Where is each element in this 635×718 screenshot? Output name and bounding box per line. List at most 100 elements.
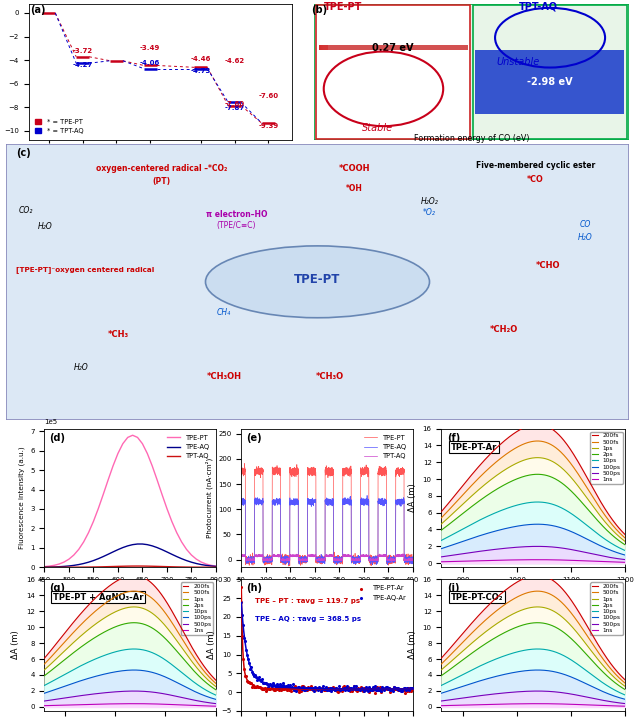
X-axis label: Wavelength (nm): Wavelength (nm) — [94, 589, 166, 597]
TPE-AQ-Ar — [396, 685, 406, 696]
Text: Unstable: Unstable — [497, 57, 540, 67]
Line: 1ps: 1ps — [441, 607, 625, 686]
TPE-PT — [75, 545, 83, 554]
TPE-PT-Ar — [366, 684, 377, 695]
Line: TPE-AQ: TPE-AQ — [217, 495, 418, 564]
TPE-PT-Ar — [257, 684, 267, 695]
TPE-AQ-Ar — [260, 677, 270, 689]
TPT-AQ — [183, 563, 190, 572]
TPE-PT-Ar — [300, 685, 310, 696]
TPE-PT-Ar — [296, 685, 306, 696]
TPT-AQ — [163, 562, 171, 571]
500fs — [144, 590, 151, 599]
TPE-PT-Ar — [319, 684, 329, 696]
TPE-AQ — [316, 553, 324, 561]
TPE-AQ — [203, 561, 210, 569]
TPE-AQ-Ar — [281, 680, 291, 691]
TPE-PT-Ar — [387, 683, 398, 694]
10ps — [130, 645, 138, 653]
TPE-PT-Ar — [298, 680, 308, 691]
1ns — [547, 556, 555, 564]
TPE-PT-Ar — [321, 684, 331, 696]
TPE-PT-Ar — [236, 581, 246, 592]
TPE-PT — [104, 475, 112, 484]
TPE-AQ-Ar — [373, 683, 383, 694]
TPT-AQ — [46, 563, 53, 572]
TPE-AQ-Ar — [236, 597, 246, 608]
TPE-AQ-Ar — [283, 681, 293, 693]
TPT-AQ — [75, 563, 83, 572]
TPE-PT-Ar — [254, 681, 264, 693]
2ps — [551, 474, 558, 482]
TPE-AQ-Ar — [261, 677, 271, 689]
TPT-AQ — [104, 562, 112, 571]
TPE-AQ — [109, 548, 117, 556]
100ps — [41, 689, 49, 697]
TPE-PT-Ar — [250, 681, 260, 693]
Text: -4.46: -4.46 — [190, 56, 211, 62]
100ps — [551, 668, 558, 676]
TPE-PT-Ar — [323, 682, 333, 694]
TPE-PT — [241, 460, 248, 468]
Text: TPE-PT-CO₂: TPE-PT-CO₂ — [450, 592, 503, 602]
10ps — [548, 646, 556, 655]
1ps — [605, 668, 613, 676]
2ps — [533, 470, 541, 479]
TPE-AQ — [55, 562, 63, 571]
2ps — [41, 671, 48, 680]
500fs — [212, 679, 220, 688]
TPE-PT-Ar — [284, 684, 295, 696]
100ps — [593, 685, 601, 694]
TPE-AQ-Ar — [380, 681, 391, 693]
TPE-AQ-Ar — [375, 684, 385, 696]
TPE-PT-Ar — [377, 683, 387, 694]
TPE-AQ-Ar — [284, 681, 295, 693]
TPE-AQ — [124, 541, 131, 550]
Text: H₂O: H₂O — [37, 223, 52, 231]
10ps — [593, 529, 601, 538]
TPE-PT-Ar — [306, 680, 316, 691]
2ps — [144, 621, 151, 630]
Line: 100ps: 100ps — [441, 670, 625, 699]
TPE-PT-Ar — [246, 677, 256, 689]
TPE-AQ-Ar — [363, 686, 373, 697]
TPE-AQ-Ar — [311, 683, 321, 694]
TPE-AQ-Ar — [337, 684, 347, 695]
100ps — [551, 522, 558, 531]
TPE-AQ-Ar — [308, 682, 318, 694]
TPE-AQ-Ar — [269, 679, 279, 691]
TPE-AQ-Ar — [326, 686, 336, 697]
TPE-AQ — [192, 559, 200, 568]
1ns — [533, 556, 541, 564]
TPE-PT-Ar — [361, 684, 371, 695]
1ns — [146, 699, 154, 708]
10ps — [144, 646, 151, 655]
TPE-AQ-Ar — [373, 684, 384, 695]
TPE-PT-Ar — [314, 682, 324, 694]
500fs — [533, 587, 541, 595]
TPE-AQ-Ar — [366, 684, 376, 695]
1ps — [438, 666, 445, 674]
500ps — [185, 695, 193, 704]
1ns — [130, 699, 138, 708]
TPE-PT — [84, 528, 92, 537]
1ps — [438, 519, 446, 528]
TPE-AQ-Ar — [375, 685, 385, 696]
TPE-PT — [212, 561, 220, 570]
TPE-AQ-Ar — [299, 684, 309, 696]
TPE-AQ-Ar — [341, 682, 351, 694]
1ps — [197, 668, 204, 676]
TPE-AQ-Ar — [314, 681, 324, 693]
TPE-AQ-Ar — [352, 684, 362, 695]
200fs — [548, 424, 556, 433]
TPE-AQ-Ar — [279, 681, 290, 692]
TPT-AQ — [388, 556, 396, 564]
X-axis label: Time (sec): Time (sec) — [305, 589, 349, 597]
TPE-PT-Ar — [371, 681, 382, 693]
TPE-PT-Ar — [270, 684, 280, 696]
500fs — [41, 659, 49, 668]
10ps — [185, 674, 193, 683]
Bar — [316, 4, 470, 139]
TPE-AQ-Ar — [287, 681, 297, 693]
TPE-PT-Ar — [281, 684, 291, 695]
